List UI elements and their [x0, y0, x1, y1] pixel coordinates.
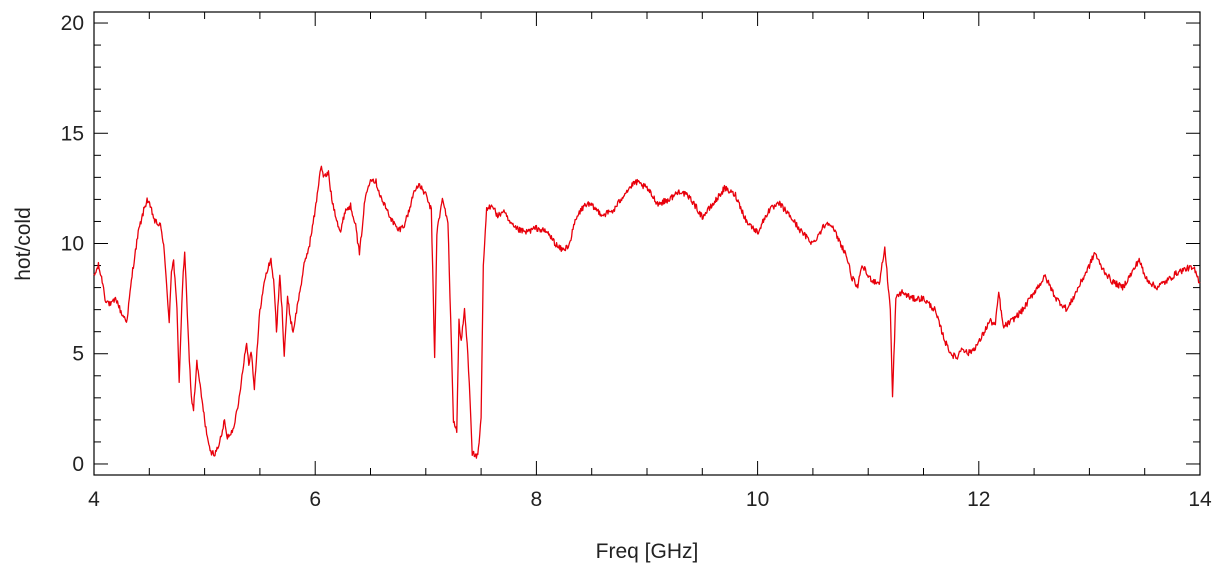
x-tick-label: 6 — [309, 488, 321, 511]
series-line — [93, 165, 1201, 459]
x-tick-label: 14 — [1188, 488, 1212, 511]
x-tick-labels: 4 6 8 10 12 14 — [88, 488, 1212, 511]
x-tick-label: 8 — [531, 488, 543, 511]
x-axis-label: Freq [GHz] — [596, 540, 699, 563]
y-tick-labels: 0 5 10 15 20 — [61, 12, 84, 476]
y-tick-label: 15 — [61, 122, 84, 145]
x-tick-label: 12 — [967, 488, 990, 511]
y-axis-label: hot/cold — [12, 207, 35, 281]
y-tick-label: 0 — [72, 453, 84, 476]
y-tick-label: 10 — [61, 233, 84, 256]
y-tick-label: 5 — [72, 343, 84, 366]
x-tick-label: 4 — [88, 488, 100, 511]
plot-frame — [93, 11, 1201, 476]
y-tick-label: 20 — [61, 12, 84, 35]
x-tick-label: 10 — [746, 488, 769, 511]
series-group — [93, 165, 1201, 459]
axis-ticks — [93, 12, 1201, 475]
